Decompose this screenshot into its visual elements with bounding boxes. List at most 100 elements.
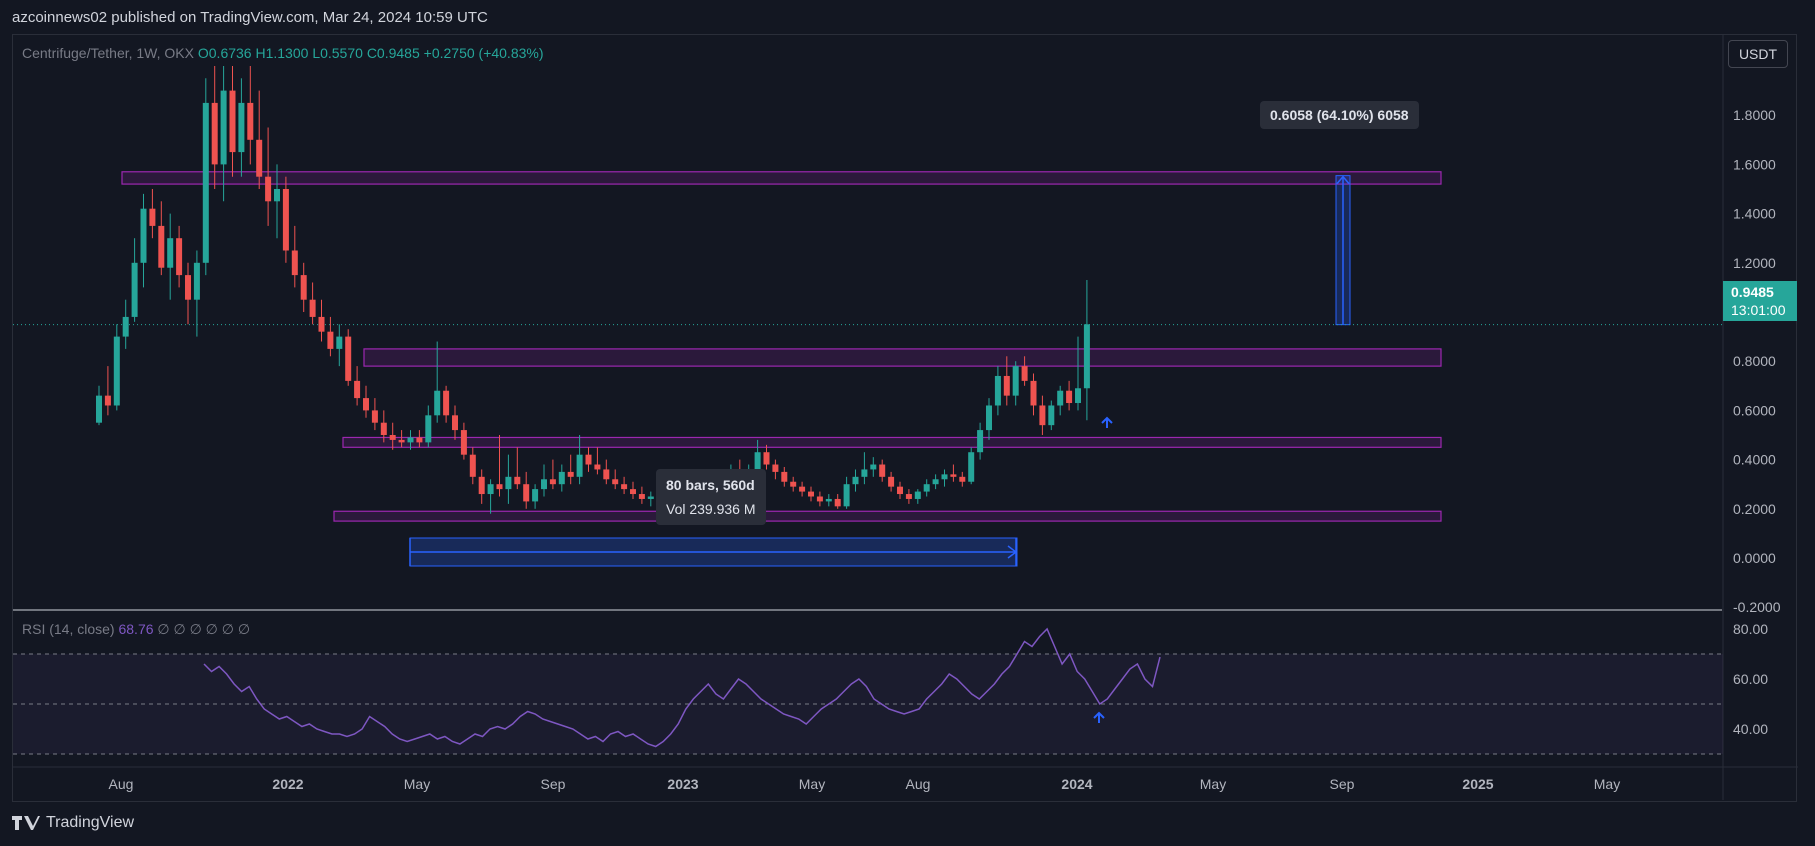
candle-body	[897, 486, 903, 495]
candle-body	[336, 336, 343, 349]
candle-body	[1083, 324, 1090, 389]
time-tick: May	[404, 776, 430, 792]
candle-body	[265, 176, 272, 202]
candle-body	[1039, 405, 1046, 426]
measure-tool	[1335, 175, 1351, 326]
candle-body	[576, 454, 583, 477]
rsi-placeholders: ∅ ∅ ∅ ∅ ∅ ∅	[157, 621, 251, 637]
candle-body	[879, 464, 886, 477]
candle-body	[149, 208, 156, 226]
candle-body	[452, 415, 458, 431]
candle-body	[905, 494, 912, 499]
candle-body	[852, 476, 859, 485]
candle-body	[274, 189, 280, 202]
candle-body	[932, 479, 939, 485]
candle-body	[923, 484, 930, 492]
price-tick: 0.8000	[1733, 353, 1776, 369]
candle-body	[816, 496, 823, 502]
candle-body	[229, 90, 236, 153]
support-resistance-zone	[121, 171, 1442, 185]
time-tick: Aug	[906, 776, 931, 792]
candle-body	[122, 316, 129, 337]
tradingview-logo-icon	[12, 816, 40, 830]
candle-body	[763, 452, 770, 465]
candle-body	[514, 476, 521, 485]
candle-body	[460, 430, 467, 455]
candle-body	[389, 435, 396, 440]
price-tick: 1.4000	[1733, 206, 1776, 222]
legend-low: L0.5570	[312, 45, 363, 61]
candle-body	[585, 454, 592, 465]
candle-body	[282, 189, 289, 251]
legend-change: +0.2750 (+40.83%)	[423, 45, 544, 61]
publisher-line: azcoinnews02 published on TradingView.co…	[12, 9, 488, 26]
candle-body	[309, 299, 316, 317]
candle-body	[808, 491, 814, 497]
candle-body	[1066, 390, 1073, 404]
brand-name: TradingView	[46, 814, 135, 831]
candle-body	[621, 484, 628, 490]
candle-body	[1012, 366, 1019, 396]
time-tick: Sep	[541, 776, 566, 792]
price-tick: 0.2000	[1733, 501, 1776, 517]
candle-body	[318, 316, 325, 332]
candle-body	[825, 498, 832, 502]
candle-body	[487, 484, 494, 495]
date-range-tool	[409, 537, 1018, 567]
time-tick: May	[1594, 776, 1620, 792]
annotation-arrows	[1093, 416, 1113, 723]
candle-body	[567, 471, 574, 477]
candle-body	[211, 102, 218, 165]
up-arrow-icon	[1093, 711, 1105, 723]
candle-body	[1057, 390, 1064, 406]
candle-body	[140, 208, 147, 263]
candle-body	[950, 474, 957, 477]
candle-body	[781, 471, 788, 482]
candle-body	[754, 452, 761, 470]
candle-body	[977, 430, 984, 453]
candle-body	[363, 398, 369, 411]
legend-open: O0.6736	[197, 45, 252, 61]
candle-body	[345, 336, 352, 381]
candle-body	[220, 90, 227, 165]
price-tick: 0.6000	[1733, 402, 1776, 418]
candle-body	[167, 238, 174, 268]
measure-arrow-head	[1336, 175, 1350, 185]
candle-body	[104, 395, 111, 406]
candle-body	[523, 484, 530, 502]
time-tick: Aug	[109, 776, 134, 792]
candle-body	[541, 479, 547, 490]
time-tick: 2025	[1462, 776, 1493, 792]
candle-body	[790, 481, 797, 487]
time-tick: Sep	[1330, 776, 1355, 792]
candle-body	[113, 336, 120, 406]
candle-body	[496, 484, 503, 490]
currency-button[interactable]: USDT	[1728, 40, 1788, 68]
rsi-label: RSI (14, close)	[22, 621, 115, 637]
candle-body	[1003, 375, 1010, 396]
candle-body	[1030, 380, 1037, 406]
date-range-label: 80 bars, 560d Vol 239.936 M	[656, 469, 766, 525]
countdown: 13:01:00	[1731, 302, 1786, 318]
candle-body	[505, 476, 512, 490]
legend-close: C0.9485	[366, 45, 420, 61]
candle-body	[1048, 405, 1055, 426]
candle-body	[185, 275, 191, 300]
price-tick: 1.8000	[1733, 107, 1776, 123]
rsi-pane: 80.00 60.00 40.00	[13, 609, 1768, 755]
time-tick: May	[799, 776, 825, 792]
rsi-value: 68.76	[118, 621, 154, 637]
candle-body	[443, 390, 450, 416]
candle-body	[558, 471, 565, 485]
support-resistance-zone	[363, 348, 1442, 367]
up-arrow-icon	[1101, 416, 1113, 428]
support-resistance-zone	[342, 436, 1442, 448]
chart-legend: Centrifuge/Tether, 1W, OKX O0.6736 H1.13…	[22, 45, 544, 61]
candle-body	[193, 262, 200, 300]
candle-body	[843, 484, 850, 507]
candle-body	[594, 464, 601, 470]
candle-body	[371, 410, 378, 423]
candle-body	[416, 437, 423, 443]
tradingview-brand[interactable]: TradingView	[12, 814, 134, 832]
